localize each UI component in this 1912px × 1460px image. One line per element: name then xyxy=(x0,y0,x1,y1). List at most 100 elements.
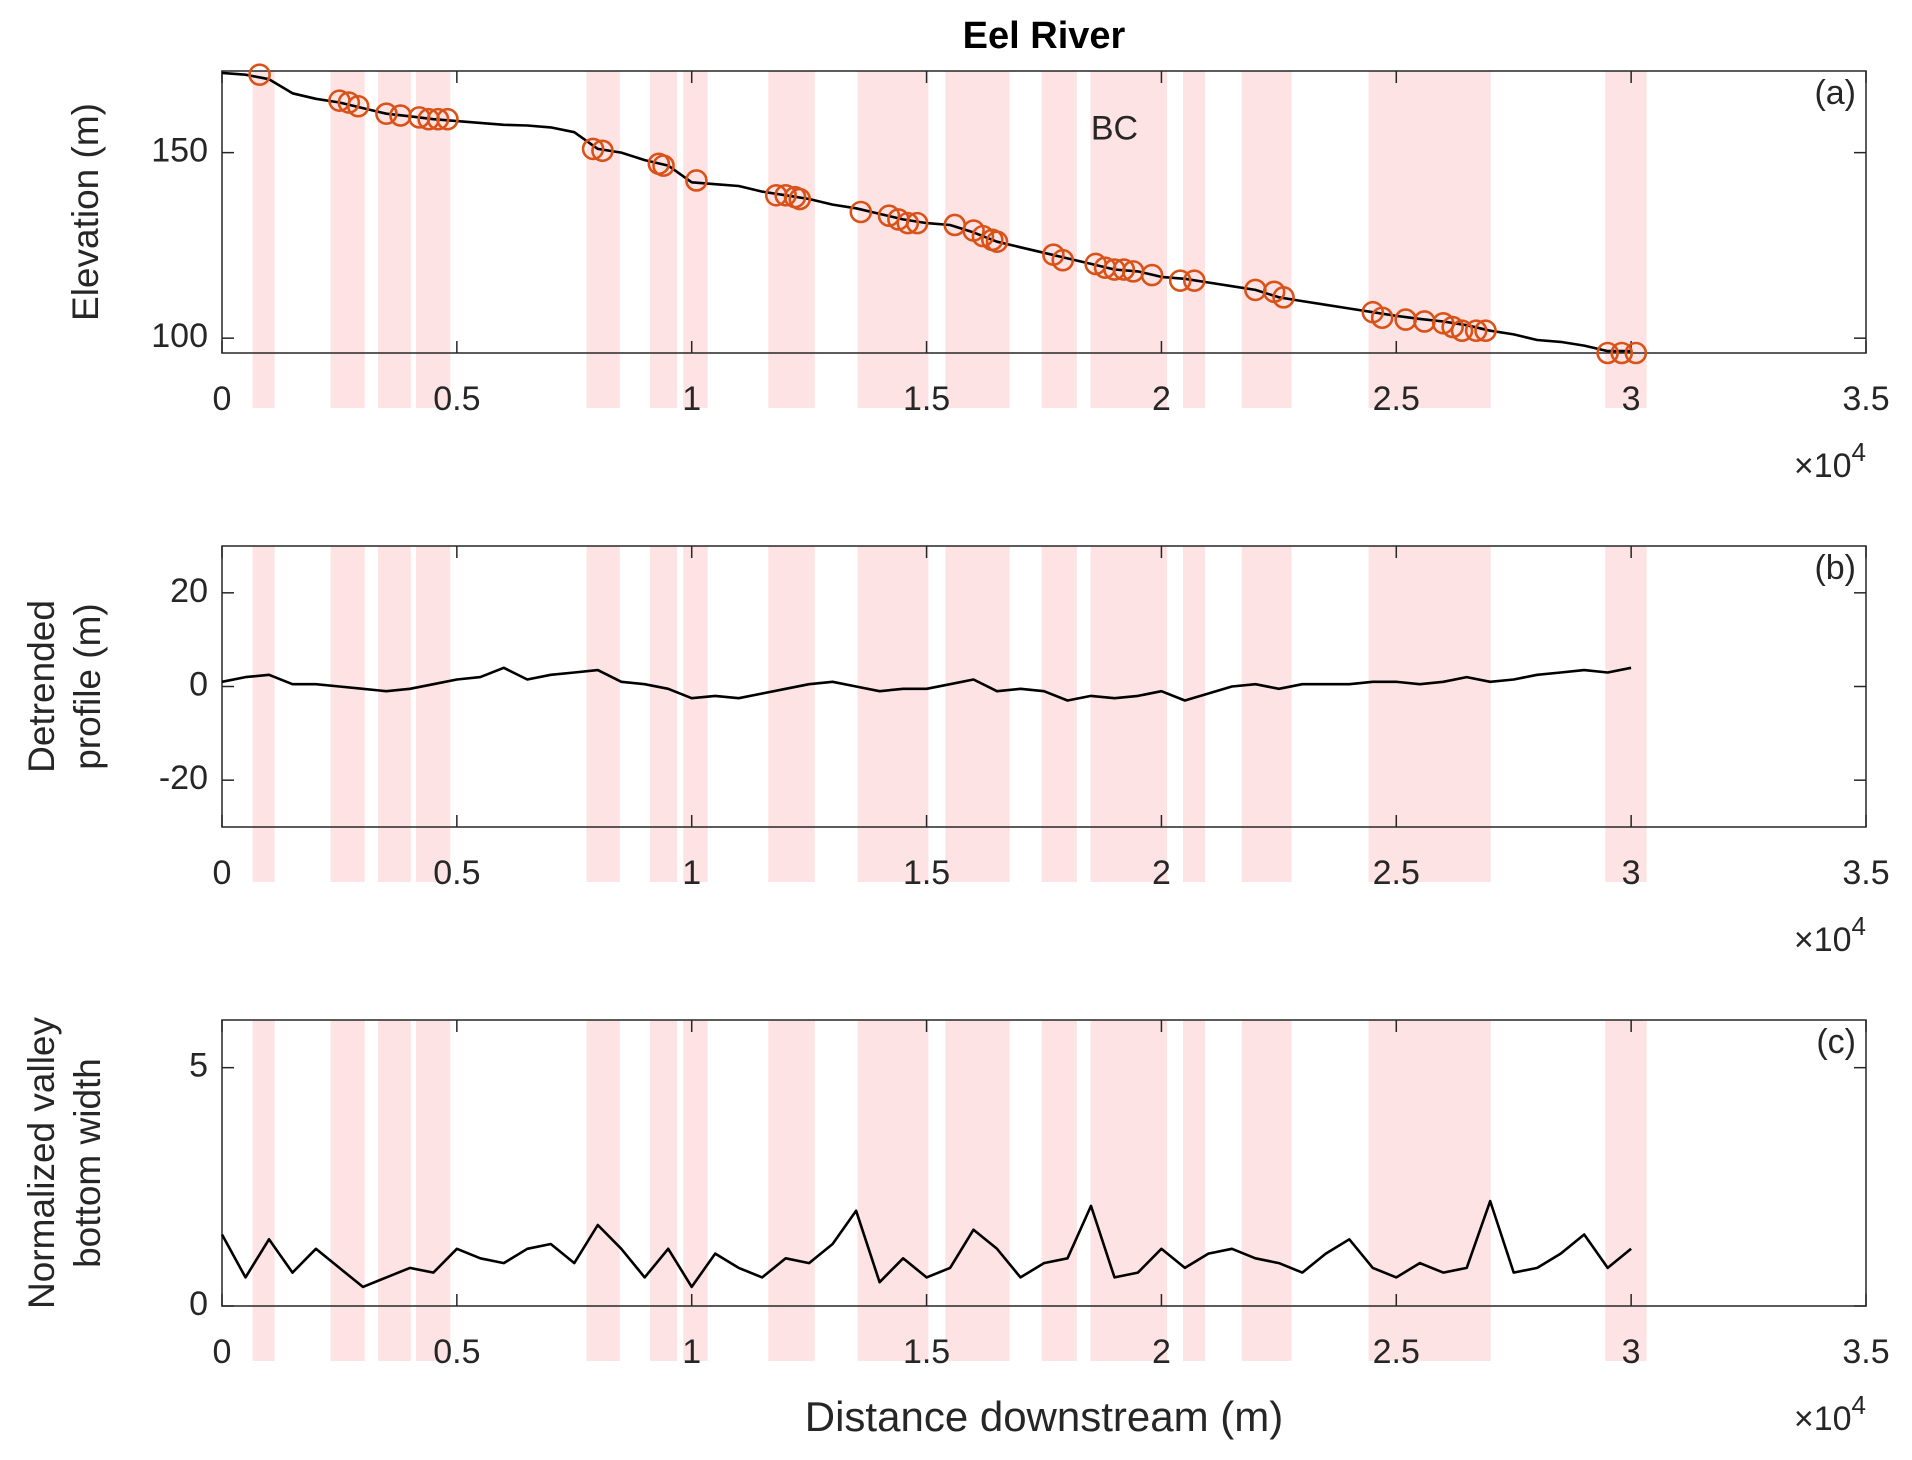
x-tick-label: 1.5 xyxy=(903,1333,950,1371)
x-tick-label: 2.5 xyxy=(1373,854,1420,892)
shaded-interval xyxy=(1090,71,1168,408)
y-tick-label: 100 xyxy=(151,317,208,355)
x-tick-label: 0.5 xyxy=(433,1333,480,1371)
axes-box xyxy=(221,1019,1867,1307)
shaded-interval xyxy=(683,71,708,408)
x-axis-label: Distance downstream (m) xyxy=(805,1393,1283,1440)
y-tick-label: -20 xyxy=(159,759,208,797)
panel-label: (c) xyxy=(1816,1023,1856,1061)
marker xyxy=(1624,341,1648,365)
marker xyxy=(346,94,370,118)
x-tick-label: 1 xyxy=(682,854,701,892)
x-tick-label: 1.5 xyxy=(903,854,950,892)
marker xyxy=(1272,286,1295,309)
x-scale-base: ×10 xyxy=(1794,921,1852,959)
marker xyxy=(426,107,450,131)
shaded-interval xyxy=(768,546,815,882)
y-tick-label: 5 xyxy=(189,1047,208,1085)
shaded-interval xyxy=(1183,71,1206,408)
marker xyxy=(1183,269,1206,292)
marker xyxy=(1370,306,1394,330)
shaded-interval xyxy=(1368,1020,1491,1361)
data-line xyxy=(220,1199,1632,1289)
marker xyxy=(1474,319,1497,343)
axes-box xyxy=(221,70,1867,354)
marker xyxy=(375,102,398,125)
shaded-interval xyxy=(1241,1020,1292,1361)
marker xyxy=(1610,341,1634,365)
annotation: BC xyxy=(1091,109,1138,147)
marker xyxy=(985,230,1009,253)
marker xyxy=(1051,248,1075,272)
shaded-interval xyxy=(1041,1020,1077,1361)
panel-label: (a) xyxy=(1814,74,1856,112)
shaded-interval xyxy=(415,1020,451,1361)
shaded-interval xyxy=(377,1020,411,1361)
shaded-interval xyxy=(857,71,929,408)
shaded-interval xyxy=(1183,546,1206,882)
marker xyxy=(591,139,614,163)
x-scale-exponent: 4 xyxy=(1852,911,1866,941)
x-scale-exponent: 4 xyxy=(1852,1390,1866,1420)
shaded-interval xyxy=(1090,1020,1168,1361)
shaded-interval xyxy=(415,546,451,882)
shaded-interval xyxy=(252,546,275,882)
shaded-interval xyxy=(683,1020,708,1361)
x-tick-label: 1 xyxy=(682,1333,701,1371)
x-scale-exponent: 4 xyxy=(1852,437,1866,467)
shaded-interval xyxy=(330,1020,365,1361)
shaded-interval xyxy=(857,1020,929,1361)
marker xyxy=(1168,269,1192,292)
shaded-interval xyxy=(857,546,929,882)
shaded-interval xyxy=(1368,546,1491,882)
shaded-interval xyxy=(1041,546,1077,882)
shaded-interval xyxy=(945,1020,1010,1361)
y-axis-label: Normalized valley xyxy=(21,1017,62,1309)
shaded-interval xyxy=(1090,546,1168,882)
x-tick-label: 0.5 xyxy=(433,380,480,418)
y-axis-label: Detrended xyxy=(21,600,62,773)
marker xyxy=(774,184,797,207)
x-tick-label: 2.5 xyxy=(1373,1333,1420,1371)
x-tick-label: 0 xyxy=(213,1333,232,1371)
marker xyxy=(337,91,361,114)
marker xyxy=(1431,312,1455,335)
marker xyxy=(248,63,271,87)
y-tick-label: 0 xyxy=(189,1285,208,1323)
y-tick-label: 150 xyxy=(151,132,208,170)
shaded-interval xyxy=(377,546,411,882)
x-tick-label: 2 xyxy=(1152,1333,1171,1371)
x-tick-label: 1.5 xyxy=(903,380,950,418)
marker xyxy=(1140,263,1164,287)
shaded-interval xyxy=(1368,71,1491,408)
shaded-interval xyxy=(1241,71,1292,408)
shaded-interval xyxy=(586,1020,620,1361)
x-scale-base: ×10 xyxy=(1794,447,1852,485)
x-tick-label: 2 xyxy=(1152,380,1171,418)
x-tick-label: 0 xyxy=(213,854,232,892)
x-tick-label: 2 xyxy=(1152,854,1171,892)
x-tick-label: 1 xyxy=(682,380,701,418)
x-tick-label: 3.5 xyxy=(1842,1333,1889,1371)
x-tick-label: 0 xyxy=(213,380,232,418)
shaded-interval xyxy=(1605,546,1647,882)
x-scale-label: ×104 xyxy=(1794,437,1866,485)
shaded-interval xyxy=(649,546,678,882)
x-tick-label: 3.5 xyxy=(1842,854,1889,892)
shaded-interval xyxy=(1183,1020,1206,1361)
shaded-interval xyxy=(377,71,411,408)
x-scale-base: ×10 xyxy=(1794,1400,1852,1438)
marker xyxy=(1464,319,1488,343)
marker xyxy=(581,137,605,161)
x-tick-label: 2.5 xyxy=(1373,380,1420,418)
shaded-interval xyxy=(1605,1020,1647,1361)
x-tick-label: 0.5 xyxy=(433,854,480,892)
shaded-interval xyxy=(586,71,620,408)
shaded-interval xyxy=(330,546,365,882)
shaded-interval xyxy=(649,71,678,408)
shaded-interval xyxy=(252,1020,275,1361)
shaded-interval xyxy=(649,1020,678,1361)
x-tick-label: 3 xyxy=(1622,854,1641,892)
shaded-interval xyxy=(586,546,620,882)
chart-title: Eel River xyxy=(963,15,1126,57)
